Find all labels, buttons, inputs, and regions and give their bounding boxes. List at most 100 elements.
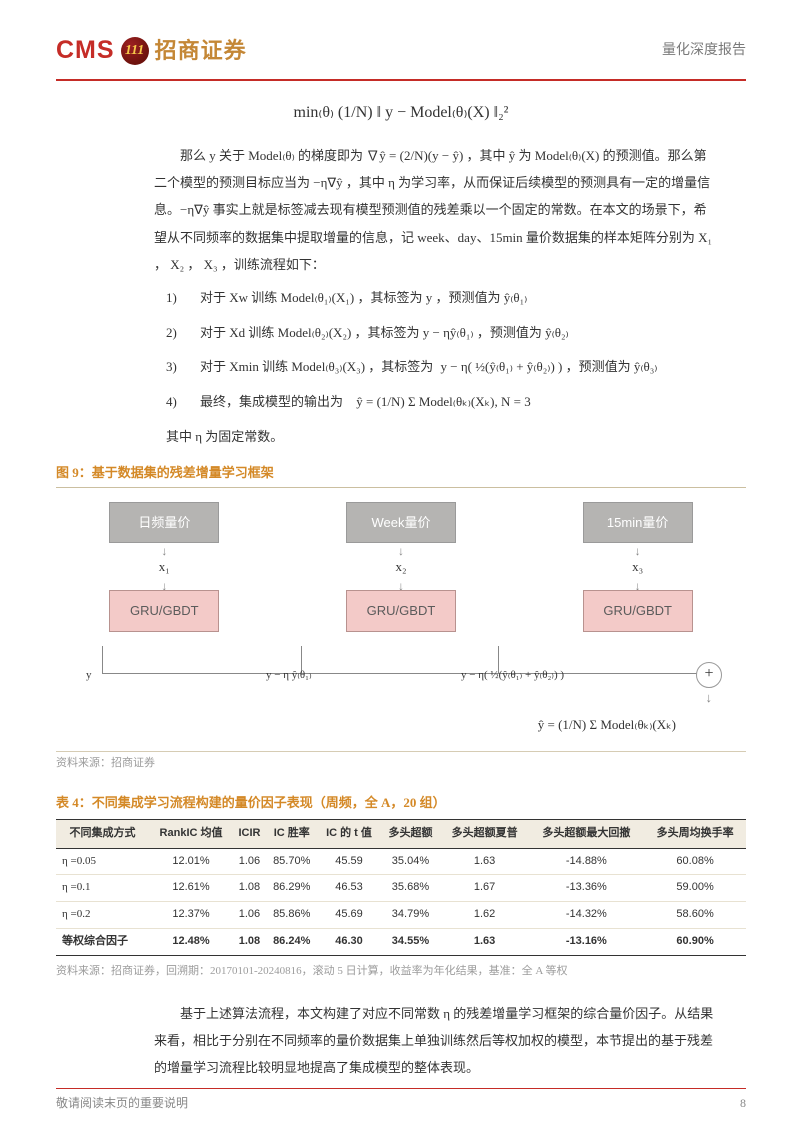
table-cell: 1.63: [441, 928, 529, 955]
table-cell: -14.88%: [529, 848, 645, 875]
figure9-source: 资料来源：招商证券: [56, 751, 746, 774]
arrow-down-icon: ↓: [706, 690, 713, 705]
equation-top: min₍θ₎ (1/N) ‖ y − Model₍θ₎(X) ‖₂²: [56, 99, 746, 128]
report-type: 量化深度报告: [662, 38, 746, 63]
table-col-h5: 多头超额: [380, 819, 440, 848]
table-cell: 1.08: [233, 875, 266, 902]
table-cell: 1.63: [441, 848, 529, 875]
table-cell: 34.79%: [380, 902, 440, 929]
figure9-diagram: 日频量价 Week量价 15min量价 ↓ ↓ ↓ x₁ x₂ x₃ ↓ ↓ ↓…: [56, 488, 746, 747]
list-text: 对于 Xd 训练 Model₍θ₂₎(X₂) ，其标签为 y − ηŷ₍θ₁₎ …: [200, 319, 569, 348]
list-item: 2) 对于 Xd 训练 Model₍θ₂₎(X₂) ，其标签为 y − ηŷ₍θ…: [166, 319, 716, 348]
list-num: 1): [166, 284, 186, 313]
table-cell: 1.06: [233, 902, 266, 929]
table-cell: 1.06: [233, 848, 266, 875]
list-item: 3) 对于 Xmin 训练 Model₍θ₃₎(X₃) ，其标签为 y − η(…: [166, 353, 716, 382]
training-steps: 1) 对于 Xw 训练 Model₍θ₁₎(X₁) ，其标签为 y ，预测值为 …: [56, 284, 746, 451]
list-text: 对于 Xw 训练 Model₍θ₁₎(X₁) ，其标签为 y ，预测值为 ŷ₍θ…: [200, 284, 527, 313]
diagram-final-eq: ŷ = (1/N) Σ Model₍θₖ₎(Xₖ): [66, 713, 736, 736]
table-col-h1: RankIC 均值: [149, 819, 233, 848]
diagram-box-top-a: 日频量价: [109, 502, 219, 543]
figure9-title: 图 9：基于数据集的残差增量学习框架: [56, 461, 746, 487]
paragraph-intro: 那么 y 关于 Model₍θ₎ 的梯度即为 ∇ŷ = (2/N)(y − ŷ)…: [56, 142, 746, 278]
table-cell: 86.29%: [266, 875, 318, 902]
table-cell: η =0.2: [56, 902, 149, 929]
table-cell: 60.08%: [644, 848, 746, 875]
table-cell: 35.68%: [380, 875, 440, 902]
table-cell: 85.86%: [266, 902, 318, 929]
table-cell: 58.60%: [644, 902, 746, 929]
diagram-box-top-c: 15min量价: [583, 502, 693, 543]
table-cell: 12.37%: [149, 902, 233, 929]
table-col-h7: 多头超额最大回撤: [529, 819, 645, 848]
table-col-h8: 多头周均换手率: [644, 819, 746, 848]
diagram-ylabel-c: y − η( ½(ŷ₍θ₁₎ + ŷ₍θ₂₎) ): [461, 666, 564, 686]
list-num: 3): [166, 353, 186, 382]
table-cell: 等权综合因子: [56, 928, 149, 955]
list-text-a: 对于 Xmin 训练 Model₍θ₃₎(X₃) ，其标签为: [200, 359, 433, 374]
table-row: η =0.112.61%1.0886.29%46.5335.68%1.67-13…: [56, 875, 746, 902]
list-text-4: 最终，集成模型的输出为: [200, 394, 343, 409]
table-row: η =0.0512.01%1.0685.70%45.5935.04%1.63-1…: [56, 848, 746, 875]
diagram-y-connector: y y − η ŷ₍θ₁₎ y − η( ½(ŷ₍θ₁₎ + ŷ₍θ₂₎) ) …: [66, 636, 736, 686]
table4-source: 资料来源：招商证券，回溯期：20170101-20240816，滚动 5 日计算…: [56, 960, 746, 982]
table-col-h6: 多头超额夏普: [441, 819, 529, 848]
table-cell: 1.08: [233, 928, 266, 955]
table-cell: 34.55%: [380, 928, 440, 955]
table-col-h3: IC 胜率: [266, 819, 318, 848]
list-item: 1) 对于 Xw 训练 Model₍θ₁₎(X₁) ，其标签为 y ，预测值为 …: [166, 284, 716, 313]
table-cell: 12.61%: [149, 875, 233, 902]
table-row: η =0.212.37%1.0685.86%45.6934.79%1.62-14…: [56, 902, 746, 929]
diagram-xlabel-b: x₂: [346, 555, 456, 578]
table-cell: 45.59: [318, 848, 381, 875]
table-cell: 35.04%: [380, 848, 440, 875]
paragraph-conclusion: 基于上述算法流程，本文构建了对应不同常数 η 的残差增量学习框架的综合量价因子。…: [56, 1000, 746, 1082]
page-header: CMS 111 招商证券 量化深度报告: [56, 28, 746, 81]
table-cell: 12.01%: [149, 848, 233, 875]
table-cell: -14.32%: [529, 902, 645, 929]
diagram-box-top-b: Week量价: [346, 502, 456, 543]
table-cell: 85.70%: [266, 848, 318, 875]
plus-icon: +: [696, 662, 722, 688]
table-col-h4: IC 的 t 值: [318, 819, 381, 848]
page-footer: 敬请阅读末页的重要说明 8: [56, 1088, 746, 1115]
logo-badge-icon: 111: [121, 37, 149, 65]
table-cell: 60.90%: [644, 928, 746, 955]
page-number: 8: [740, 1093, 746, 1115]
list-num: 4): [166, 388, 186, 417]
logo-text-cms: CMS: [56, 28, 115, 73]
table-cell: 46.53: [318, 875, 381, 902]
diagram-model-b: GRU/GBDT: [346, 590, 456, 631]
diagram-ylabel-a: y: [86, 666, 92, 686]
equation-final: ŷ = (1/N) Σ Model₍θₖ₎(Xₖ), N = 3: [346, 394, 530, 409]
table-cell: 1.62: [441, 902, 529, 929]
table4: 不同集成方式 RankIC 均值 ICIR IC 胜率 IC 的 t 值 多头超…: [56, 819, 746, 956]
table-cell: 86.24%: [266, 928, 318, 955]
list-text: 对于 Xmin 训练 Model₍θ₃₎(X₃) ，其标签为 y − η( ½(…: [200, 353, 658, 382]
table-cell: η =0.1: [56, 875, 149, 902]
logo-block: CMS 111 招商证券: [56, 28, 247, 73]
paragraph-eta-note: 其中 η 为固定常数。: [166, 423, 716, 452]
list-text: 最终，集成模型的输出为 ŷ = (1/N) Σ Model₍θₖ₎(Xₖ), N…: [200, 388, 531, 417]
table-cell: -13.16%: [529, 928, 645, 955]
footer-disclaimer: 敬请阅读末页的重要说明: [56, 1093, 188, 1115]
table-row-summary: 等权综合因子12.48%1.0886.24%46.3034.55%1.63-13…: [56, 928, 746, 955]
table-cell: 1.67: [441, 875, 529, 902]
table-header-row: 不同集成方式 RankIC 均值 ICIR IC 胜率 IC 的 t 值 多头超…: [56, 819, 746, 848]
list-text-b: y − η( ½(ŷ₍θ₁₎ + ŷ₍θ₂₎) ): [437, 359, 563, 374]
table-cell: -13.36%: [529, 875, 645, 902]
table-cell: 59.00%: [644, 875, 746, 902]
diagram-ylabel-b: y − η ŷ₍θ₁₎: [266, 666, 312, 686]
list-text-c: ，预测值为 ŷ₍θ₃₎: [566, 359, 658, 374]
list-num: 2): [166, 319, 186, 348]
table-cell: 45.69: [318, 902, 381, 929]
diagram-xlabel-c: x₃: [583, 555, 693, 578]
diagram-model-c: GRU/GBDT: [583, 590, 693, 631]
table4-title: 表 4：不同集成学习流程构建的量价因子表现（周频，全 A，20 组）: [56, 791, 746, 814]
diagram-xlabel-a: x₁: [109, 555, 219, 578]
table-col-h0: 不同集成方式: [56, 819, 149, 848]
diagram-model-a: GRU/GBDT: [109, 590, 219, 631]
table-cell: 46.30: [318, 928, 381, 955]
table-col-h2: ICIR: [233, 819, 266, 848]
list-item: 4) 最终，集成模型的输出为 ŷ = (1/N) Σ Model₍θₖ₎(Xₖ)…: [166, 388, 716, 417]
